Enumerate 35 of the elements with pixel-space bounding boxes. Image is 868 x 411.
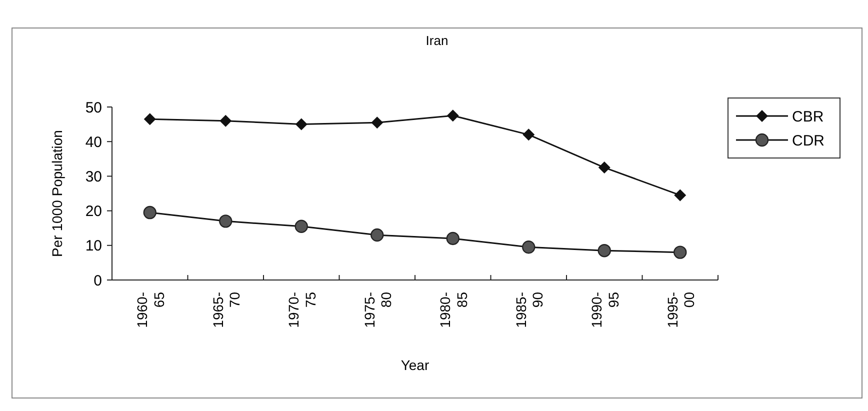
point [598,244,611,258]
x-tick-label: 1965- 70 [210,292,243,328]
x-axis-title: Year [400,357,430,373]
y-tick-label: 10 [85,238,102,255]
point [370,228,384,242]
point [446,232,460,246]
point [220,114,232,127]
point [674,189,686,202]
x-tick-label: 1970- 75 [286,292,318,328]
legend-label: CDR [792,132,825,150]
y-axis-title: Per 1000 Population [49,130,65,257]
point [522,128,535,141]
point [219,214,232,228]
x-tick-label: 1990- 95 [588,292,622,328]
y-tick-label: 20 [85,203,102,220]
x-tick-label: 1995- 00 [664,292,698,328]
y-tick-label: 30 [85,168,102,186]
point [446,110,459,122]
point [294,220,308,233]
chart-title: Iran [426,33,448,48]
y-tick-label: 50 [85,99,102,116]
y-tick-label: 0 [94,272,102,290]
legend-label: CBR [792,108,824,126]
y-tick-label: 40 [85,134,102,151]
point [674,246,687,259]
point [371,116,384,129]
point [144,113,156,126]
x-tick-label: 1985- 90 [512,292,546,328]
point [522,240,536,254]
x-tick-label: 1980- 85 [437,292,470,328]
point [598,162,610,174]
x-tick-label: 1960- 65 [134,292,167,328]
point [295,118,308,130]
point [143,206,156,220]
x-tick-label: 1975- 80 [361,292,394,328]
